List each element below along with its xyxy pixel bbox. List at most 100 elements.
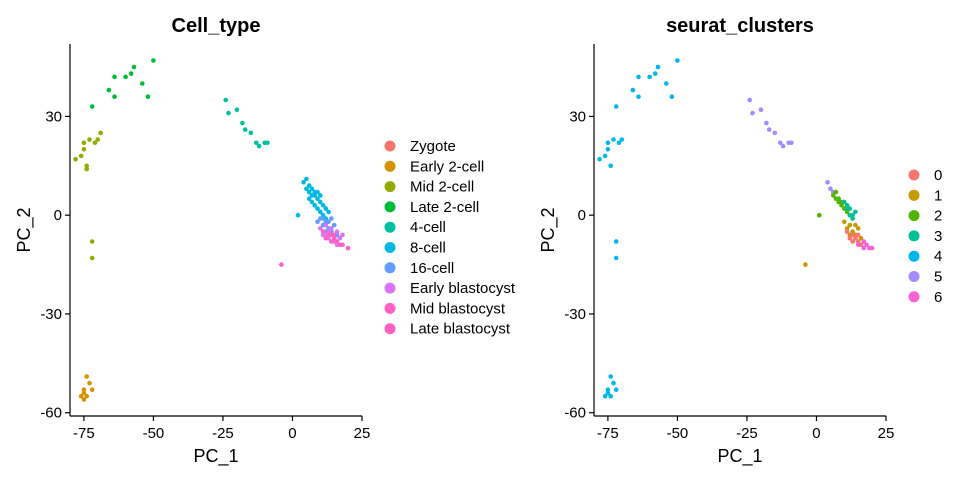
point-1 bbox=[858, 235, 864, 241]
point-8-cell bbox=[315, 189, 320, 195]
y-tick-label: 0 bbox=[578, 207, 586, 224]
point-4 bbox=[616, 140, 622, 146]
legend-label: 8-cell bbox=[410, 240, 446, 257]
legend-swatch bbox=[384, 181, 396, 193]
point-4 bbox=[647, 74, 652, 80]
point-3 bbox=[850, 212, 855, 218]
point-0 bbox=[853, 235, 858, 241]
point-2 bbox=[836, 196, 841, 201]
y-axis-label: PC_2 bbox=[14, 207, 35, 252]
point-early-2-cell bbox=[87, 380, 92, 386]
legend-swatch bbox=[384, 323, 396, 335]
y-tick-label: -60 bbox=[564, 405, 586, 422]
point-5 bbox=[747, 97, 752, 103]
point-16-cell bbox=[315, 219, 320, 225]
point-late-2-cell bbox=[106, 87, 112, 93]
legend-swatch bbox=[908, 189, 920, 201]
point-mid-2-cell bbox=[87, 137, 92, 142]
point-4 bbox=[619, 137, 625, 142]
point-mid-2-cell bbox=[81, 140, 87, 146]
point-1 bbox=[855, 226, 861, 231]
point-4-cell bbox=[265, 140, 270, 146]
point-4 bbox=[630, 87, 636, 93]
point-4 bbox=[605, 390, 611, 396]
legend-label: 4 bbox=[934, 248, 942, 265]
legend-label: 4-cell bbox=[410, 219, 446, 236]
point-4 bbox=[602, 393, 608, 399]
point-4 bbox=[664, 81, 669, 86]
legend: 0 1 2 3 4 5 6 bbox=[908, 167, 942, 306]
point-16-cell bbox=[320, 216, 326, 221]
point-4-cell bbox=[248, 130, 254, 136]
point-early-2-cell bbox=[81, 397, 87, 402]
point-2 bbox=[839, 203, 844, 208]
point-4 bbox=[608, 393, 613, 399]
point-mid-blastocyst bbox=[334, 239, 340, 244]
legend-label: 3 bbox=[934, 228, 942, 245]
point-8-cell bbox=[315, 196, 320, 201]
point-1 bbox=[842, 219, 847, 225]
point-5 bbox=[789, 140, 794, 146]
legend-swatch bbox=[384, 302, 396, 314]
legend-label: Mid blastocyst bbox=[410, 300, 506, 317]
point-3 bbox=[842, 199, 847, 205]
legend-swatch bbox=[908, 169, 920, 181]
point-8-cell bbox=[309, 193, 315, 198]
point-5 bbox=[750, 110, 755, 116]
x-axis-label: PC_1 bbox=[193, 446, 238, 467]
point-5 bbox=[780, 143, 786, 149]
point-1 bbox=[803, 262, 808, 267]
legend-label: Late blastocyst bbox=[410, 321, 511, 338]
legend-swatch bbox=[384, 262, 396, 274]
legend-swatch bbox=[908, 250, 920, 262]
point-4 bbox=[613, 255, 619, 261]
point-1 bbox=[850, 229, 855, 234]
point-4 bbox=[636, 74, 641, 80]
point-early-2-cell bbox=[84, 393, 89, 399]
legend-label: 6 bbox=[934, 289, 942, 306]
legend-swatch bbox=[384, 160, 396, 172]
point-3 bbox=[850, 216, 855, 221]
point-3 bbox=[853, 209, 858, 215]
legend-label: Early 2-cell bbox=[410, 158, 484, 175]
point-4 bbox=[611, 137, 616, 142]
point-2 bbox=[817, 212, 822, 218]
point-2 bbox=[830, 193, 836, 198]
plot-title: seurat_clusters bbox=[666, 15, 814, 37]
y-tick-label: -30 bbox=[564, 306, 586, 323]
point-4 bbox=[675, 58, 680, 63]
legend-label: Late 2-cell bbox=[410, 199, 479, 216]
legend-label: 5 bbox=[934, 269, 942, 286]
point-mid-2-cell bbox=[89, 255, 95, 261]
point-0 bbox=[850, 239, 855, 244]
point-early-blastocyst bbox=[340, 232, 345, 238]
x-ticks: -75 -50 -25 0 25 bbox=[73, 416, 370, 442]
point-4 bbox=[611, 380, 616, 386]
point-8-cell bbox=[306, 183, 312, 188]
x-tick-label: 25 bbox=[354, 425, 371, 442]
point-8-cell bbox=[312, 203, 318, 208]
point-mid-2-cell bbox=[78, 153, 84, 159]
point-6 bbox=[855, 242, 861, 248]
point-5 bbox=[778, 140, 783, 146]
point-early-blastocyst bbox=[323, 222, 329, 228]
point-4 bbox=[613, 239, 619, 244]
point-mid-2-cell bbox=[92, 140, 98, 146]
x-tick-label: 0 bbox=[812, 425, 820, 442]
point-late-2-cell bbox=[123, 74, 128, 80]
point-6 bbox=[869, 245, 875, 251]
x-ticks: -75 -50 -25 0 25 bbox=[597, 416, 894, 442]
point-4 bbox=[605, 147, 611, 152]
point-late-2-cell bbox=[140, 81, 145, 86]
x-tick-label: -50 bbox=[667, 425, 689, 442]
legend-label: Zygote bbox=[410, 138, 456, 155]
x-tick-label: -25 bbox=[736, 425, 758, 442]
point-4 bbox=[613, 387, 619, 393]
point-mid-2-cell bbox=[81, 147, 87, 152]
point-mid-blastocyst bbox=[329, 239, 334, 244]
point-6 bbox=[864, 242, 869, 248]
point-5 bbox=[772, 130, 778, 136]
legend-swatch bbox=[384, 242, 396, 253]
panel-cell-type: Cell_type -75 -50 -25 0 25 -60 -30 0 30 PC_1 PC… bbox=[14, 15, 516, 467]
